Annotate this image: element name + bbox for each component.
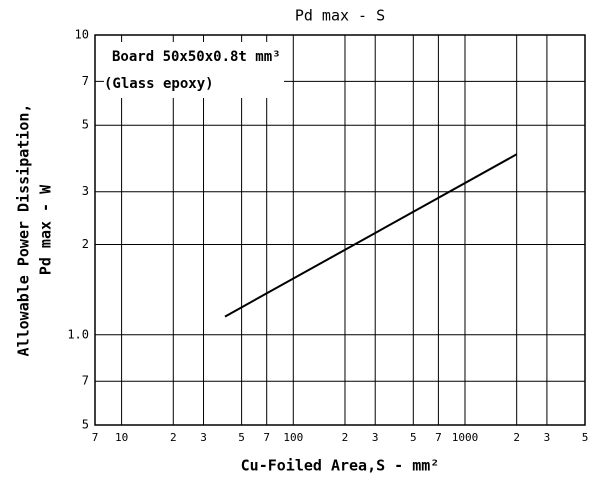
x-tick-label: 10	[115, 431, 128, 444]
x-tick-label: 1000	[452, 431, 479, 444]
y-tick-label: 5	[82, 418, 89, 432]
y-axis-label: Allowable Power Dissipation,	[15, 104, 33, 357]
y-tick-label: 7	[82, 374, 89, 388]
annotation-box	[104, 42, 284, 98]
plot-frame	[94, 34, 586, 426]
y-tick-label: 10	[75, 28, 89, 42]
x-tick-label: 5	[238, 431, 245, 444]
x-tick-label: 3	[544, 431, 551, 444]
data-line	[224, 153, 518, 318]
x-tick-label: 7	[92, 431, 99, 444]
y-axis-label: Pd max - W	[37, 184, 55, 275]
x-axis-label: Cu-Foiled Area,S - mm²	[241, 457, 440, 475]
y-tick-label: 3	[82, 184, 89, 198]
x-tick-label: 2	[513, 431, 520, 444]
y-tick-label: 5	[82, 118, 89, 132]
x-tick-label: 5	[582, 431, 589, 444]
x-tick-label: 100	[283, 431, 303, 444]
annotation: Board 50x50x0.8t mm³	[112, 49, 281, 65]
y-tick-label: 1.0	[67, 327, 89, 341]
x-tick-label: 5	[410, 431, 417, 444]
x-tick-label: 7	[263, 431, 270, 444]
y-tick-label: 2	[82, 237, 89, 251]
x-tick-label: 2	[342, 431, 349, 444]
y-tick-label: 7	[82, 74, 89, 88]
x-tick-label: 2	[170, 431, 177, 444]
annotation: (Glass epoxy)	[104, 76, 214, 92]
x-tick-label: 7	[435, 431, 442, 444]
x-tick-label: 3	[200, 431, 207, 444]
chart-title: Pd max - S	[295, 7, 385, 25]
x-tick-label: 3	[372, 431, 379, 444]
